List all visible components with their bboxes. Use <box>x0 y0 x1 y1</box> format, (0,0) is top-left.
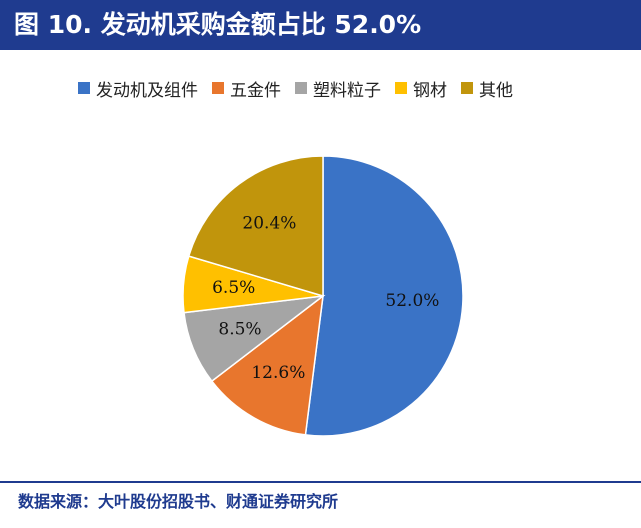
legend-swatch <box>78 82 90 94</box>
pie-slice <box>304 155 464 437</box>
legend-label: 钢材 <box>413 80 447 101</box>
pie-slice <box>210 294 324 436</box>
slice-label: 12.6% <box>251 363 305 383</box>
legend-label: 塑料粒子 <box>313 80 381 101</box>
pie-slice <box>187 155 324 298</box>
legend-item: 钢材 <box>395 76 447 101</box>
title-bar: 图 10. 发动机采购金额占比 52.0% <box>0 0 641 50</box>
legend-item: 五金件 <box>212 76 281 101</box>
legend-label: 其他 <box>479 80 513 101</box>
legend-swatch <box>395 82 407 94</box>
legend-swatch <box>212 82 224 94</box>
legend-item: 塑料粒子 <box>295 76 381 101</box>
legend-label: 五金件 <box>230 80 281 101</box>
legend-swatch <box>295 82 307 94</box>
legend-item: 发动机及组件 <box>78 76 198 101</box>
slice-label: 20.4% <box>242 214 296 234</box>
chart-legend: 发动机及组件 五金件 塑料粒子 钢材 其他 <box>78 75 527 101</box>
legend-label: 发动机及组件 <box>96 80 198 101</box>
slice-label: 52.0% <box>385 291 439 311</box>
footer-divider <box>0 481 641 483</box>
legend-item: 其他 <box>461 76 513 101</box>
slice-label: 6.5% <box>212 278 255 298</box>
slice-label: 8.5% <box>218 319 261 339</box>
source-note: 数据来源：大叶股份招股书、财通证券研究所 <box>18 492 339 511</box>
legend-swatch <box>461 82 473 94</box>
page-title: 图 10. 发动机采购金额占比 52.0% <box>14 10 422 39</box>
